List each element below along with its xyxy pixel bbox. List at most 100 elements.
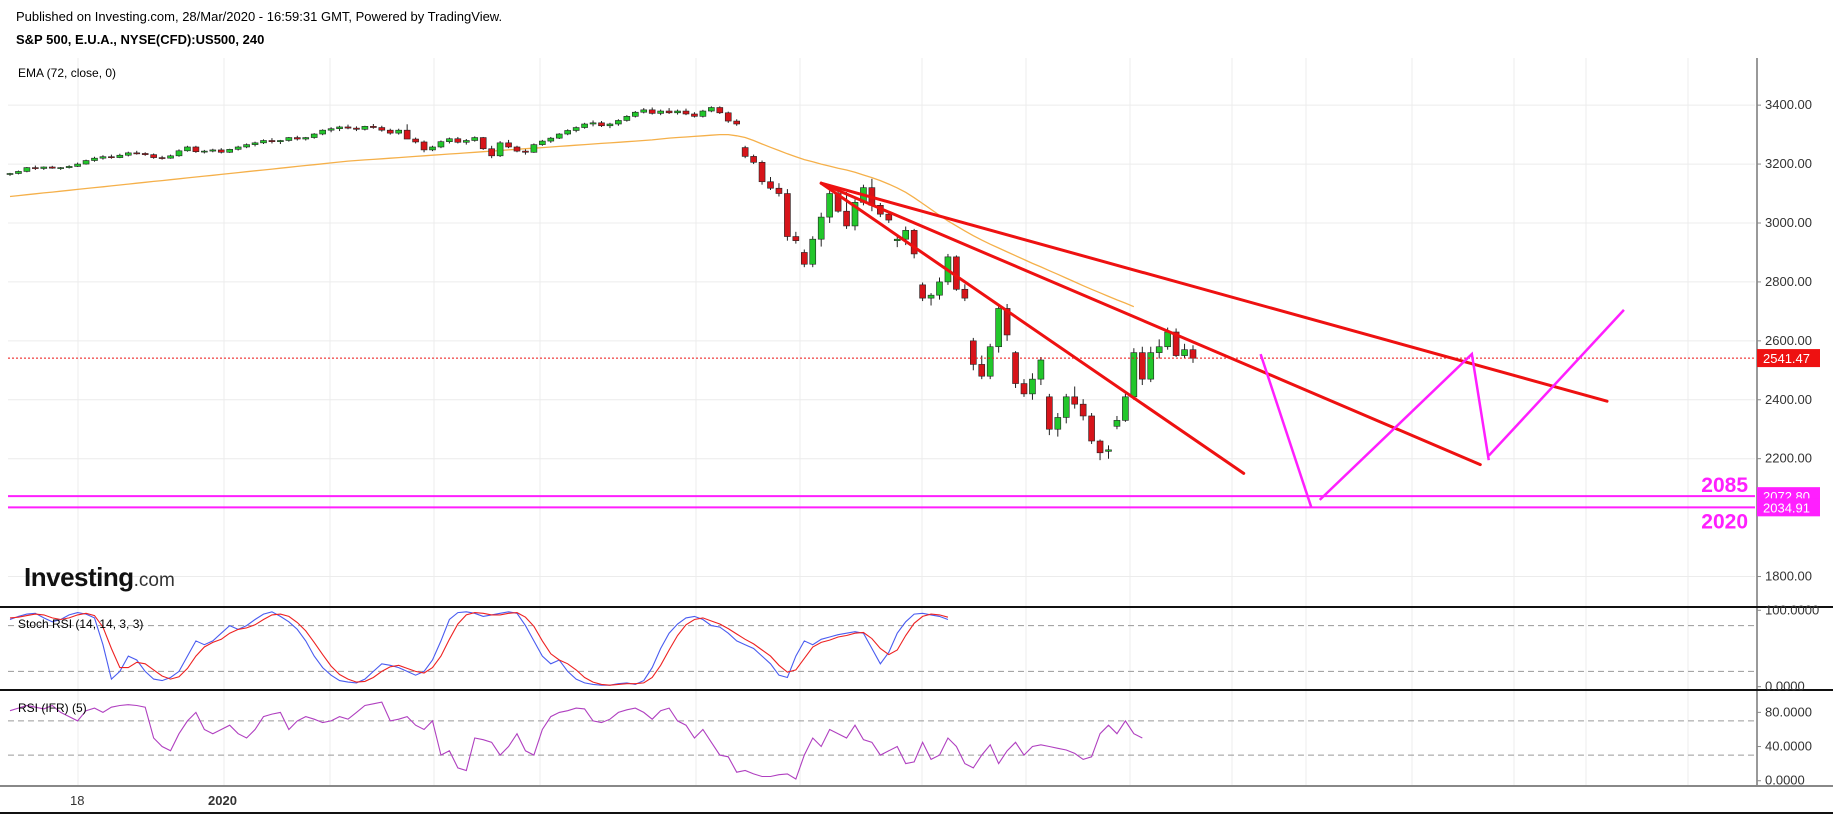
candle-body xyxy=(1139,352,1146,380)
candle-body xyxy=(919,284,926,299)
candle-body xyxy=(615,120,622,125)
candle-body xyxy=(969,340,977,365)
indicator-line xyxy=(9,701,1143,780)
candle-body xyxy=(716,107,724,114)
last-price-label: 2541.47 xyxy=(1763,351,1810,366)
candle-body xyxy=(961,288,969,299)
candle-body xyxy=(1003,308,1011,336)
candle-body xyxy=(99,156,107,159)
candle-body xyxy=(893,238,901,241)
candle-body xyxy=(733,120,741,125)
y-tick-label: 40.0000 xyxy=(1765,739,1812,754)
candle-body xyxy=(91,157,98,161)
candle-body xyxy=(277,140,284,142)
candle-body xyxy=(15,171,22,174)
candle-body xyxy=(817,216,825,240)
y-tick-label: 100.0000 xyxy=(1765,602,1819,617)
candle-body xyxy=(927,294,935,299)
candle-body xyxy=(547,137,555,142)
candle-body xyxy=(741,147,749,157)
candle-body xyxy=(133,152,141,155)
candle-body xyxy=(437,141,445,148)
candle-body xyxy=(353,127,360,130)
candle-body xyxy=(936,281,943,296)
candle-body xyxy=(82,160,90,165)
logo-text: Investing xyxy=(24,562,134,592)
projection-path xyxy=(1487,309,1625,457)
candle-body xyxy=(539,140,546,145)
time-axis: 18 2020 xyxy=(70,793,237,808)
candle-body xyxy=(217,149,225,153)
y-tick-label: 3400.00 xyxy=(1765,97,1812,112)
y-tick-label: 80.0000 xyxy=(1765,704,1812,719)
candle-body xyxy=(361,126,369,130)
candle-body xyxy=(530,144,538,153)
candle-body xyxy=(6,173,14,175)
candle-body xyxy=(1054,417,1062,430)
candle-body xyxy=(657,110,664,114)
candle-body xyxy=(1164,331,1171,348)
candle-body xyxy=(843,210,850,227)
candle-body xyxy=(555,133,563,139)
candle-body xyxy=(631,111,639,117)
candle-body xyxy=(1122,396,1129,421)
candle-body xyxy=(995,308,1002,348)
candle-body xyxy=(792,236,800,241)
candle-body xyxy=(23,167,31,172)
candle-body xyxy=(767,181,774,189)
candle-body xyxy=(32,167,39,169)
trendline xyxy=(819,181,1246,475)
panel-frame xyxy=(0,58,1833,814)
candle-body xyxy=(606,123,614,127)
candle-body xyxy=(327,128,335,131)
candle-body xyxy=(1096,440,1104,454)
candle-body xyxy=(1062,396,1070,418)
ema-indicator-label: EMA (72, close, 0) xyxy=(18,66,117,80)
x-tick-label: 18 xyxy=(70,793,84,808)
investing-logo: Investing.com xyxy=(24,562,175,593)
candle-body xyxy=(344,126,352,129)
y-tick-label: 2600.00 xyxy=(1765,333,1812,348)
trendline xyxy=(819,181,1482,467)
ema-layer xyxy=(9,133,1135,308)
candle-body xyxy=(403,129,411,140)
candle-body xyxy=(429,146,436,151)
candle-body xyxy=(141,153,149,155)
candle-body xyxy=(800,252,808,265)
candle-body xyxy=(1046,396,1053,430)
candle-body xyxy=(378,127,386,131)
candle-body xyxy=(564,130,572,135)
level-annotation: 2020 xyxy=(1701,510,1748,533)
candle-body xyxy=(1189,349,1197,359)
candle-body xyxy=(65,166,73,168)
candle-body xyxy=(691,113,698,117)
support-level-label: 2034.91 xyxy=(1763,500,1810,515)
candle-body xyxy=(522,150,529,153)
candle-body xyxy=(395,129,403,134)
candle-body xyxy=(978,364,986,377)
candle-body xyxy=(125,152,132,156)
x-tick-label: 2020 xyxy=(208,793,237,808)
candle-body xyxy=(285,137,293,141)
candle-body xyxy=(758,161,766,183)
candle-body xyxy=(488,148,495,157)
candle-body xyxy=(708,107,715,112)
candle-body xyxy=(885,213,893,221)
y-tick-label: 0.0000 xyxy=(1765,679,1805,694)
indicator-line xyxy=(9,611,949,686)
candle-body xyxy=(446,138,453,142)
rsi-label: RSI (IFR) (5) xyxy=(18,701,87,715)
candle-body xyxy=(496,142,504,157)
candle-body xyxy=(665,110,673,114)
candle-body xyxy=(1088,415,1095,442)
candle-body xyxy=(175,150,183,157)
candle-body xyxy=(750,156,757,163)
stoch-rsi-label: Stoch RSI (14, 14, 3, 3) xyxy=(18,617,144,631)
candle-body xyxy=(682,110,690,115)
candle-body xyxy=(598,122,605,127)
candle-body xyxy=(1155,346,1163,353)
candle-body xyxy=(1012,352,1019,384)
published-caption: Published on Investing.com, 28/Mar/2020 … xyxy=(16,9,503,24)
candle-body xyxy=(336,126,343,130)
